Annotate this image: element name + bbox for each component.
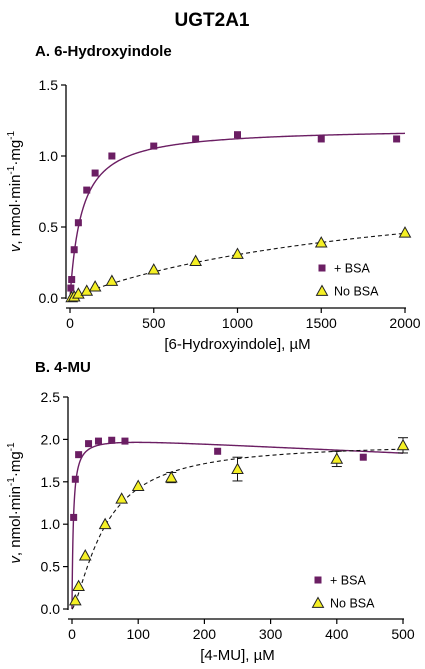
panel-a-legend-label-bsa: + BSA bbox=[334, 262, 370, 276]
panel-a-x-tick-label: 500 bbox=[142, 315, 166, 331]
panel-b-point-bsa bbox=[85, 440, 93, 448]
panel-b-x-tick-label: 500 bbox=[391, 626, 415, 642]
panel-b-point-no-bsa bbox=[98, 517, 112, 530]
panel-b-y-tick-label: 1.5 bbox=[41, 474, 61, 490]
panel-b-legend-label-no-bsa: No BSA bbox=[330, 597, 375, 611]
panel-b-legend-label-bsa: + BSA bbox=[330, 574, 366, 588]
panel-b-point-no-bsa bbox=[131, 479, 145, 491]
panel-b-x-tick-label: 400 bbox=[325, 626, 349, 642]
panel-b-point-bsa bbox=[359, 453, 367, 461]
panel-a-y-axis-label: v, nmol·min-1·mg-1 bbox=[6, 130, 24, 252]
panel-a-point-bsa bbox=[192, 135, 200, 143]
panel-b-point-bsa bbox=[214, 447, 222, 455]
panel-a-x-tick-label: 1000 bbox=[222, 315, 253, 331]
panel-b: B. 4-MU 0.0 0.5 1.0 1.5 2.0 2.5 0 100 200 300 400 5… bbox=[6, 359, 415, 664]
panel-b-x-tick-label: 0 bbox=[68, 626, 76, 642]
panel-a-point-bsa bbox=[70, 246, 78, 254]
panel-a-legend-label-no-bsa: No BSA bbox=[334, 285, 379, 299]
panel-b-x-tick-label: 200 bbox=[193, 626, 217, 642]
panel-a-y-tick-label: 0.5 bbox=[39, 219, 59, 235]
panel-b-fit-curve-bsa bbox=[71, 441, 404, 610]
panel-a-x-tick-label: 0 bbox=[66, 315, 74, 331]
panel-a-title: A. 6-Hydroxyindole bbox=[35, 43, 172, 60]
panel-b-y-tick-label: 1.0 bbox=[41, 516, 61, 532]
panel-b-point-no-bsa bbox=[164, 471, 178, 483]
panel-a-legend-marker-bsa bbox=[318, 264, 326, 272]
panel-a-point-bsa bbox=[91, 169, 99, 177]
panel-b-point-bsa bbox=[108, 436, 116, 444]
panel-a: A. 6-Hydroxyindole 0.0 0.5 1.0 1.5 0 500 1000 1… bbox=[6, 43, 421, 353]
panel-b-point-bsa bbox=[71, 475, 79, 483]
panel-a-point-bsa bbox=[74, 219, 82, 227]
panel-b-y-tick-label: 0.5 bbox=[41, 559, 61, 575]
panel-b-legend-marker-no-bsa bbox=[311, 596, 325, 608]
panel-b-x-axis-label: [4-MU], µM bbox=[200, 647, 274, 664]
panel-a-point-no-bsa bbox=[105, 274, 119, 286]
panel-a-point-no-bsa bbox=[88, 280, 102, 292]
panel-b-point-bsa bbox=[75, 451, 83, 459]
panel-b-point-no-bsa bbox=[72, 579, 85, 592]
panel-b-y-axis-label: v, nmol·min-1·mg-1 bbox=[6, 442, 24, 564]
panel-b-x-tick-label: 100 bbox=[127, 626, 151, 642]
panel-b-x-tick-label: 300 bbox=[259, 626, 283, 642]
panel-b-title: B. 4-MU bbox=[35, 359, 91, 376]
panel-a-point-bsa bbox=[150, 142, 158, 150]
panel-a-x-tick-label: 1500 bbox=[306, 315, 337, 331]
panel-a-fit-curve-bsa bbox=[69, 132, 406, 299]
panel-b-point-no-bsa bbox=[78, 549, 92, 561]
panel-a-point-bsa bbox=[317, 135, 325, 143]
panel-a-point-bsa bbox=[67, 284, 75, 292]
panel-a-x-axis-label: [6-Hydroxyindole], µM bbox=[164, 336, 310, 353]
panel-b-point-bsa bbox=[94, 437, 102, 445]
panel-a-y-tick-label: 1.0 bbox=[39, 148, 59, 164]
panel-b-point-no-bsa bbox=[231, 462, 244, 474]
panel-a-y-tick-label: 1.5 bbox=[39, 77, 59, 93]
panel-a-point-bsa bbox=[83, 186, 91, 194]
panel-b-point-no-bsa bbox=[330, 452, 344, 464]
panel-a-y-tick-label: 0.0 bbox=[39, 290, 59, 306]
panel-b-point-no-bsa bbox=[115, 492, 128, 504]
panel-b-legend-marker-bsa bbox=[314, 576, 322, 584]
panel-a-point-bsa bbox=[68, 276, 76, 284]
panel-b-point-no-bsa bbox=[396, 438, 410, 451]
panel-a-x-tick-label: 2000 bbox=[389, 315, 420, 331]
panel-b-y-tick-label: 0.0 bbox=[41, 601, 61, 617]
panel-a-point-bsa bbox=[108, 152, 116, 160]
panel-a-legend-marker-no-bsa bbox=[315, 284, 329, 296]
panel-a-point-bsa bbox=[234, 131, 241, 139]
panel-b-fit-curve-no-bsa bbox=[71, 448, 404, 610]
panel-b-y-tick-label: 2.5 bbox=[41, 389, 61, 405]
panel-a-point-no-bsa bbox=[314, 236, 328, 248]
panel-a-point-bsa bbox=[393, 135, 401, 143]
panel-b-point-bsa bbox=[70, 513, 78, 521]
panel-a-point-no-bsa bbox=[231, 247, 244, 259]
panel-b-point-no-bsa bbox=[68, 593, 82, 606]
figure-title: UGT2A1 bbox=[175, 10, 250, 31]
panel-a-point-no-bsa bbox=[398, 226, 412, 238]
panel-a-point-no-bsa bbox=[147, 263, 161, 275]
panel-a-point-no-bsa bbox=[189, 254, 202, 266]
panel-b-y-tick-label: 2.0 bbox=[41, 431, 61, 447]
panel-b-point-bsa bbox=[121, 437, 129, 445]
